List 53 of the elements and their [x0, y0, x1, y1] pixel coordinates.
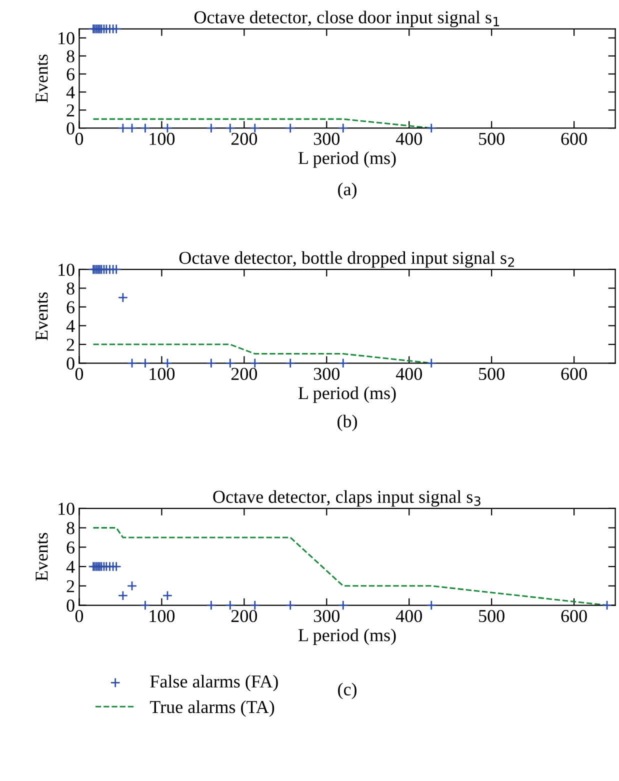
y-tick-label: 2: [66, 580, 74, 592]
x-tick-label: 500: [479, 610, 504, 622]
y-axis-title: Events: [36, 532, 48, 581]
y-tick-label: 6: [66, 68, 75, 80]
x-axis-title: L period (ms): [298, 151, 396, 168]
y-axis-title: Events: [36, 292, 48, 340]
x-axis-title: L period (ms): [298, 628, 396, 645]
legend-label: True alarms (TA): [150, 700, 274, 717]
y-tick-label: 4: [66, 560, 75, 573]
text: (a): [338, 182, 356, 200]
x-tick-label: 100: [150, 368, 175, 380]
chart-title: Octave detector, close door input signal s$_{1}$: [194, 10, 500, 28]
x-tick-label: 600: [561, 610, 587, 622]
x-tick-label: 200: [231, 368, 258, 380]
y-axis-title: Events: [36, 54, 48, 103]
x-tick-label: 300: [314, 368, 340, 380]
x-tick-label: 300: [314, 610, 340, 622]
x-tick-label: 300: [314, 132, 340, 145]
y-tick-label: 2: [66, 338, 74, 351]
x-tick-label: 400: [396, 368, 422, 380]
x-tick-label: 500: [479, 368, 504, 380]
x-tick-label: 500: [479, 132, 504, 145]
y-tick-label: 8: [66, 522, 74, 534]
y-tick-label: 4: [66, 320, 75, 332]
x-tick-label: 200: [231, 132, 258, 145]
x-tick-label: 0: [75, 610, 84, 622]
y-tick-label: 0: [66, 357, 74, 370]
y-tick-label: 8: [66, 282, 74, 295]
y-tick-label: 0: [66, 122, 74, 135]
x-tick-label: 200: [231, 610, 258, 622]
x-tick-label: 400: [396, 132, 422, 145]
x-tick-label: 100: [150, 132, 175, 145]
x-tick-label: 600: [561, 368, 587, 380]
y-tick-label: 4: [66, 86, 75, 98]
x-tick-label: 100: [150, 610, 175, 622]
x-tick-label: 600: [561, 132, 587, 145]
y-tick-label: 6: [66, 541, 75, 554]
x-tick-label: 400: [396, 610, 422, 622]
x-tick-label: 0: [75, 132, 84, 145]
chart-title: Octave detector, bottle dropped input signal s$_{2}$: [179, 251, 514, 268]
text: (b): [338, 414, 357, 432]
y-tick-label: 2: [66, 104, 74, 116]
y-tick-label: 6: [66, 301, 75, 314]
y-tick-label: 10: [58, 32, 74, 44]
y-tick-label: 10: [58, 264, 74, 276]
x-tick-label: 0: [75, 368, 84, 380]
y-tick-label: 10: [58, 502, 74, 515]
y-tick-label: 0: [66, 600, 74, 612]
chart-title: Octave detector, claps input signal s$_{3}$: [213, 490, 480, 507]
y-tick-label: 8: [66, 50, 74, 62]
text: (c): [338, 682, 356, 700]
legend-label: False alarms (FA): [150, 674, 278, 692]
x-axis-title: L period (ms): [298, 386, 396, 403]
